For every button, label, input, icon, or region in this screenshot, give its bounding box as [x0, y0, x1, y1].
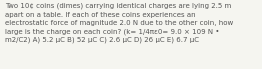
Text: Two 10¢ coins (dimes) carrying identical charges are lying 2.5 m
apart on a tabl: Two 10¢ coins (dimes) carrying identical… — [5, 3, 233, 43]
